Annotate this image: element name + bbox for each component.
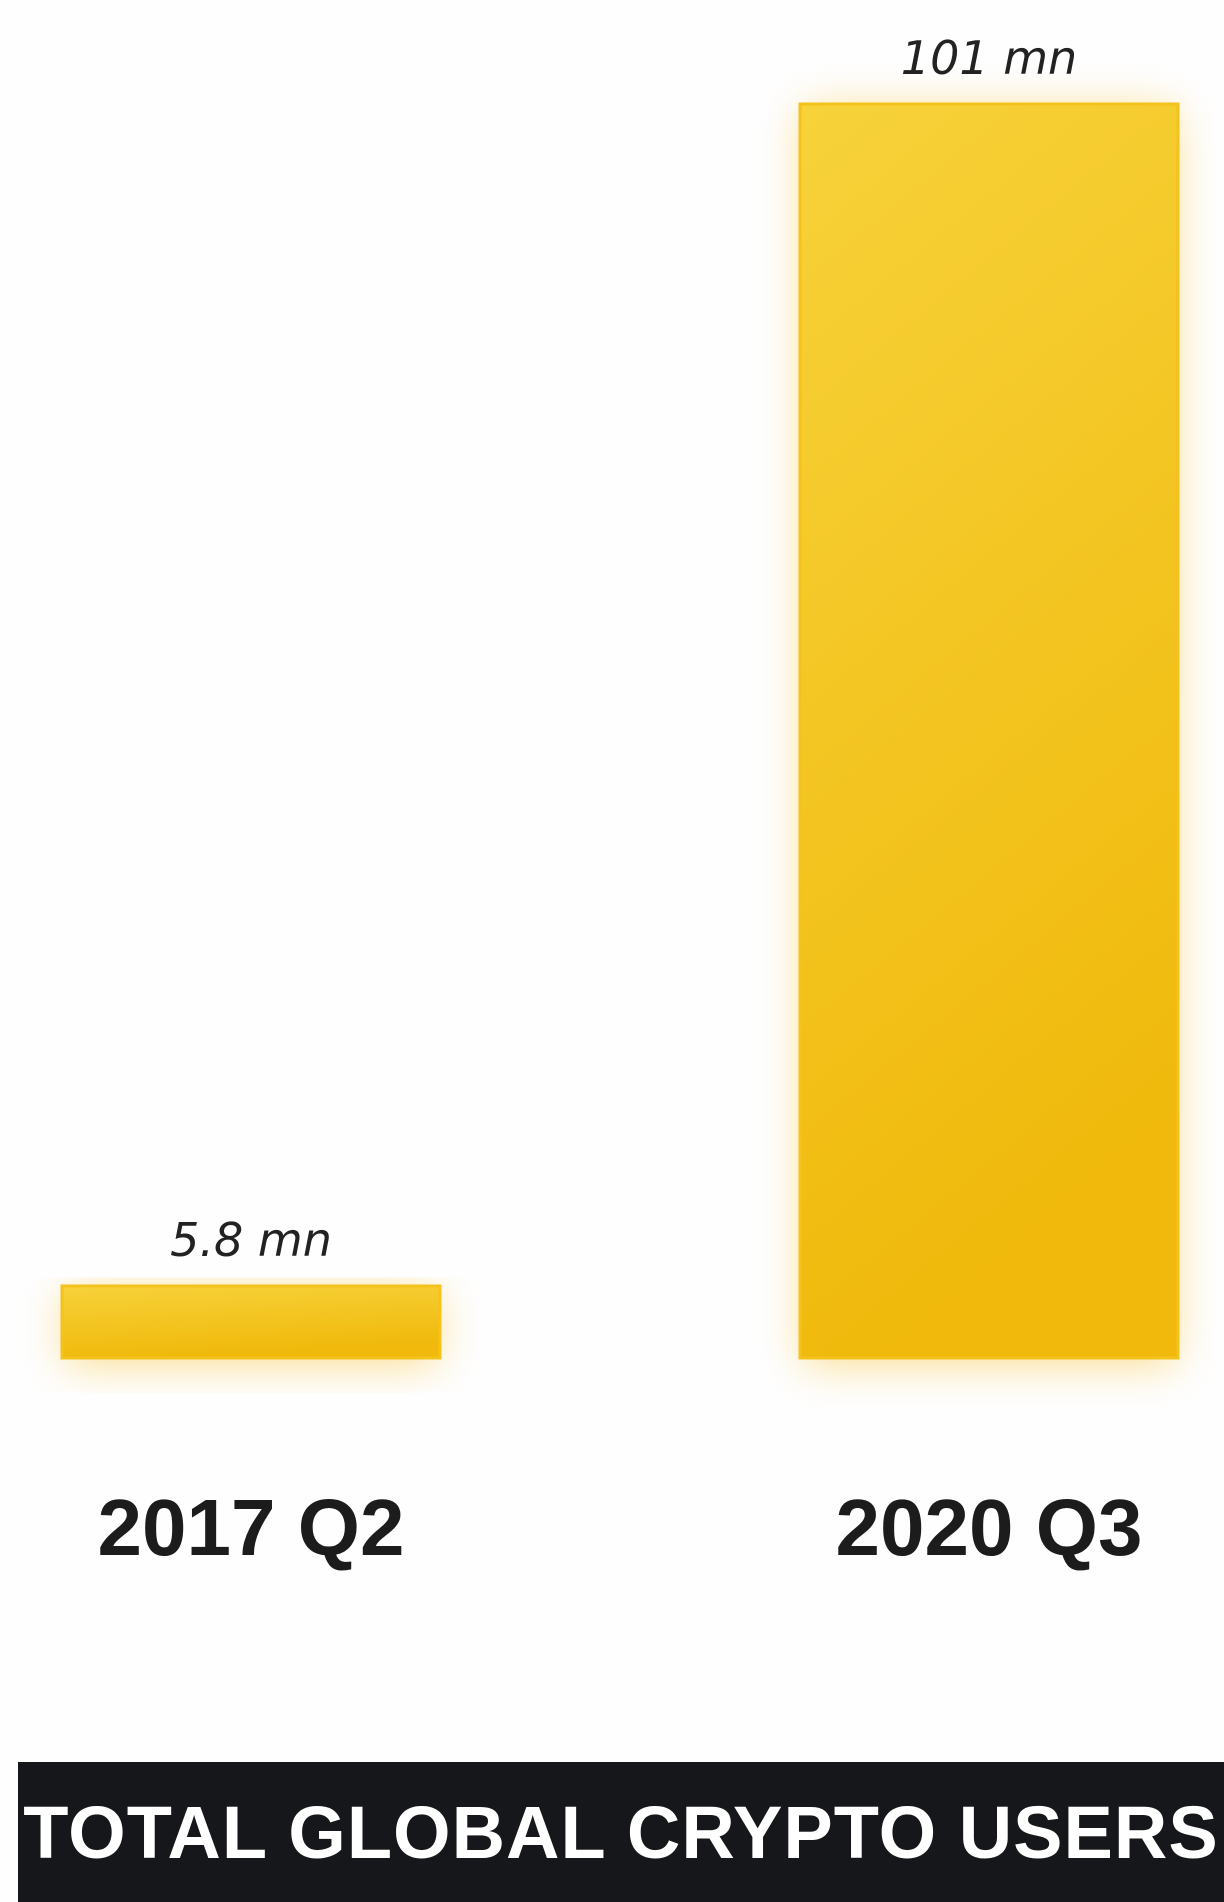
value-label: 101 mn [901, 31, 1077, 85]
chart-title: TOTAL GLOBAL CRYPTO USERS [23, 1790, 1219, 1874]
value-label: 5.8 mn [170, 1213, 332, 1267]
title-banner: TOTAL GLOBAL CRYPTO USERS [18, 1762, 1224, 1902]
category-label: 2020 Q3 [836, 1483, 1143, 1572]
bar-2020-q3 [798, 102, 1180, 1360]
bars-layer [60, 102, 1180, 1364]
bar-chart: 5.8 mn 2017 Q2 101 mn 2020 Q3 [60, 31, 1180, 1572]
bar-2017-q2 [60, 1284, 442, 1360]
labels-layer: 5.8 mn 2017 Q2 101 mn 2020 Q3 [98, 31, 1143, 1572]
category-label: 2017 Q2 [98, 1483, 405, 1572]
